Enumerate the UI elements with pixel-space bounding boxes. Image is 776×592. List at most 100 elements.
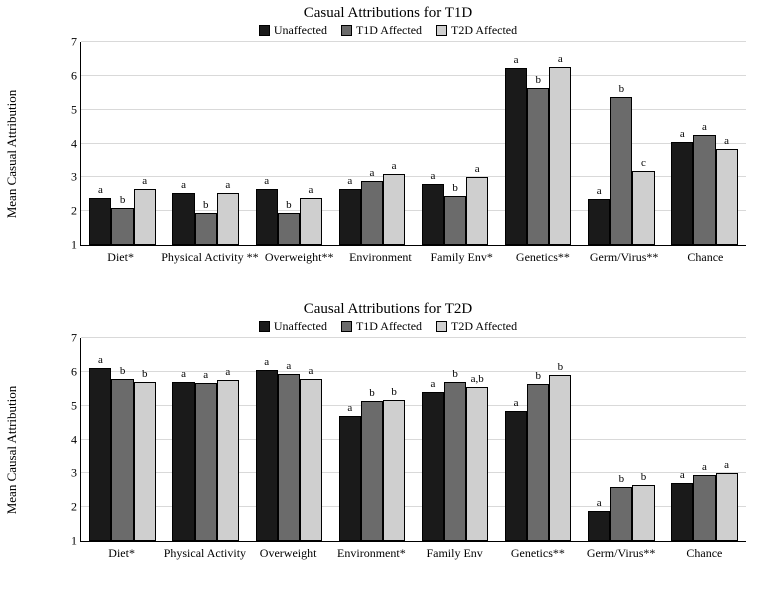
bars: aaa xyxy=(172,338,239,541)
bars: aaa xyxy=(671,42,738,245)
bar-letter: b xyxy=(641,472,647,483)
bar-letter: a xyxy=(680,129,685,140)
bar-group: abb xyxy=(497,338,580,541)
bar-letter: a xyxy=(203,370,208,381)
bar-group: aba xyxy=(164,42,247,245)
x-tick-label: Chance xyxy=(663,544,746,566)
bar: a xyxy=(671,483,693,541)
bar: a xyxy=(361,181,383,245)
x-tick-label: Diet* xyxy=(80,544,163,566)
bars: abb xyxy=(339,338,406,541)
plot-wrap-t2d: Mean Causal Attribution 1234567abbaaaaaa… xyxy=(20,334,756,566)
bar-groups: abaabaabaaaaabaabaabcaaa xyxy=(81,42,746,245)
bar: a xyxy=(588,511,610,541)
swatch-t2d-affected-2 xyxy=(436,321,447,332)
bar-letter: a xyxy=(392,161,397,172)
bar-group: aaa xyxy=(663,338,746,541)
legend-label-t1d-affected: T1D Affected xyxy=(356,23,422,38)
swatch-t1d-affected-2 xyxy=(341,321,352,332)
y-tick-label: 1 xyxy=(57,238,77,253)
bars: ab a,b xyxy=(422,338,489,541)
bars: aaa xyxy=(256,338,323,541)
bar-letter: c xyxy=(641,158,646,169)
bar-letter: a,b xyxy=(471,374,484,385)
bar-letter: a xyxy=(430,379,435,390)
y-tick-label: 5 xyxy=(57,102,77,117)
bar-letter: b xyxy=(535,75,541,86)
bars: aba xyxy=(505,42,572,245)
plot-wrap-t1d: Mean Casual Attribution 1234567abaabaaba… xyxy=(20,38,756,270)
x-tick-label: Physical Activity xyxy=(163,544,246,566)
bar: a xyxy=(505,411,527,541)
bar-letter: a xyxy=(181,369,186,380)
bar-letter: a xyxy=(309,185,314,196)
bar-letter: a xyxy=(558,54,563,65)
x-tick-label: Overweight** xyxy=(259,248,340,270)
bar: a xyxy=(693,135,715,245)
bar-letter: a xyxy=(702,122,707,133)
bar: a xyxy=(278,374,300,541)
bars: aba xyxy=(172,42,239,245)
legend-t1d: Unaffected T1D Affected T2D Affected xyxy=(20,22,756,38)
bars: abb xyxy=(588,338,655,541)
bar: b xyxy=(527,384,549,541)
bar-groups: abbaaaaaaabbaba,babbabbaaa xyxy=(81,338,746,541)
x-tick-label: Genetics** xyxy=(496,544,579,566)
bar: a xyxy=(89,368,111,541)
legend-label-unaffected: Unaffected xyxy=(274,23,327,38)
x-tick-label: Physical Activity ** xyxy=(161,248,258,270)
x-tick-label: Family Env* xyxy=(421,248,502,270)
bars: abb xyxy=(505,338,572,541)
x-tick-label: Family Env xyxy=(413,544,496,566)
y-tick-label: 2 xyxy=(57,500,77,515)
x-tick-label: Environment xyxy=(340,248,421,270)
bar-group: abb xyxy=(330,338,413,541)
bar-letter: a xyxy=(98,185,103,196)
bar: b xyxy=(195,213,217,245)
bar: a xyxy=(505,68,527,245)
bar-group: ab a,b xyxy=(414,338,497,541)
plot-t2d: 1234567abbaaaaaaabbaba,babbabbaaa xyxy=(80,338,746,542)
plot-t1d: 1234567abaabaabaaaaabaabaabcaaa xyxy=(80,42,746,246)
bar-letter: a xyxy=(680,470,685,481)
legend-item-t1d-affected: T1D Affected xyxy=(341,23,422,38)
bar-group: aaa xyxy=(330,42,413,245)
bar: a xyxy=(716,473,738,541)
bar: b xyxy=(610,97,632,245)
legend-item-t1d-affected-2: T1D Affected xyxy=(341,319,422,334)
bar-letter: a xyxy=(347,176,352,187)
chart-title-t1d: Casual Attributions for T1D xyxy=(20,4,756,22)
bar-group: aaa xyxy=(247,338,330,541)
x-tick-label: Overweight xyxy=(247,544,330,566)
legend-label-t2d-affected: T2D Affected xyxy=(451,23,517,38)
bar-letter: b xyxy=(369,388,375,399)
legend-item-unaffected: Unaffected xyxy=(259,23,327,38)
bar: a xyxy=(588,199,610,245)
x-labels-t1d: Diet*Physical Activity **Overweight**Env… xyxy=(80,248,746,270)
legend-label-t1d-affected-2: T1D Affected xyxy=(356,319,422,334)
bar-group: aba xyxy=(414,42,497,245)
bar-letter: a xyxy=(597,498,602,509)
bars: aaa xyxy=(339,42,406,245)
y-tick-label: 6 xyxy=(57,364,77,379)
bar-letter: a xyxy=(514,55,519,66)
x-tick-label: Germ/Virus** xyxy=(580,544,663,566)
bar: a xyxy=(89,198,111,245)
bar-letter: b xyxy=(120,195,126,206)
bar: a xyxy=(256,189,278,245)
bar-letter: b xyxy=(558,362,564,373)
bar: b xyxy=(444,382,466,541)
bar-group: aba xyxy=(497,42,580,245)
x-tick-label: Environment* xyxy=(330,544,413,566)
y-tick-label: 4 xyxy=(57,432,77,447)
bar-letter: a xyxy=(724,136,729,147)
bar: b xyxy=(134,382,156,541)
swatch-t2d-affected xyxy=(436,25,447,36)
bar: b xyxy=(632,485,654,541)
bar-letter: a xyxy=(264,176,269,187)
bar: a xyxy=(422,392,444,541)
bar: a xyxy=(466,177,488,245)
bar: a xyxy=(256,370,278,541)
y-tick-label: 2 xyxy=(57,204,77,219)
bar: a xyxy=(217,193,239,245)
